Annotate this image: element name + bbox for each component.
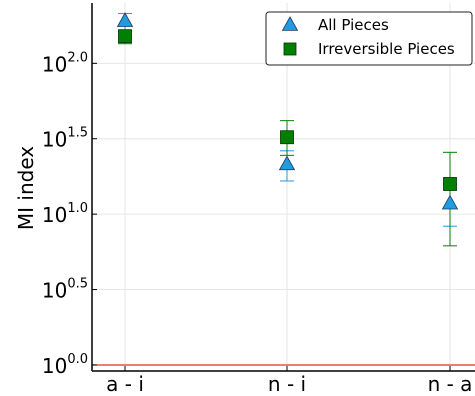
y-tick-label: 101.5	[42, 126, 88, 152]
x-tick-label: n - i	[268, 372, 306, 396]
y-tick-labels: 100.0 100.5 101.0 101.5 102.0	[42, 50, 88, 378]
y-tick-label: 100.5	[42, 277, 88, 303]
legend-label: All Pieces	[318, 16, 389, 34]
legend-marker-all-pieces	[281, 16, 299, 31]
data-point-all-pieces	[278, 155, 296, 171]
axes	[91, 3, 475, 372]
x-tick-label: a - i	[106, 372, 144, 396]
data-marks	[116, 12, 459, 247]
legend-label: Irreversible Pieces	[318, 40, 455, 58]
y-tick-label: 102.0	[42, 50, 88, 76]
data-point-irreversible-pieces	[118, 29, 132, 44]
y-tick-label: 100.0	[42, 352, 88, 378]
legend-marker-irreversible-pieces	[283, 42, 297, 56]
data-point-all-pieces	[441, 194, 459, 210]
legend: All Pieces Irreversible Pieces	[265, 11, 473, 66]
x-tick-label: n - a	[428, 372, 473, 396]
y-tick-label: 101.0	[42, 201, 88, 227]
y-axis-label: MI index	[14, 146, 38, 230]
data-point-irreversible-pieces	[443, 177, 457, 191]
data-point-irreversible-pieces	[280, 130, 294, 145]
data-point-all-pieces	[116, 12, 134, 27]
legend-box	[265, 11, 473, 66]
